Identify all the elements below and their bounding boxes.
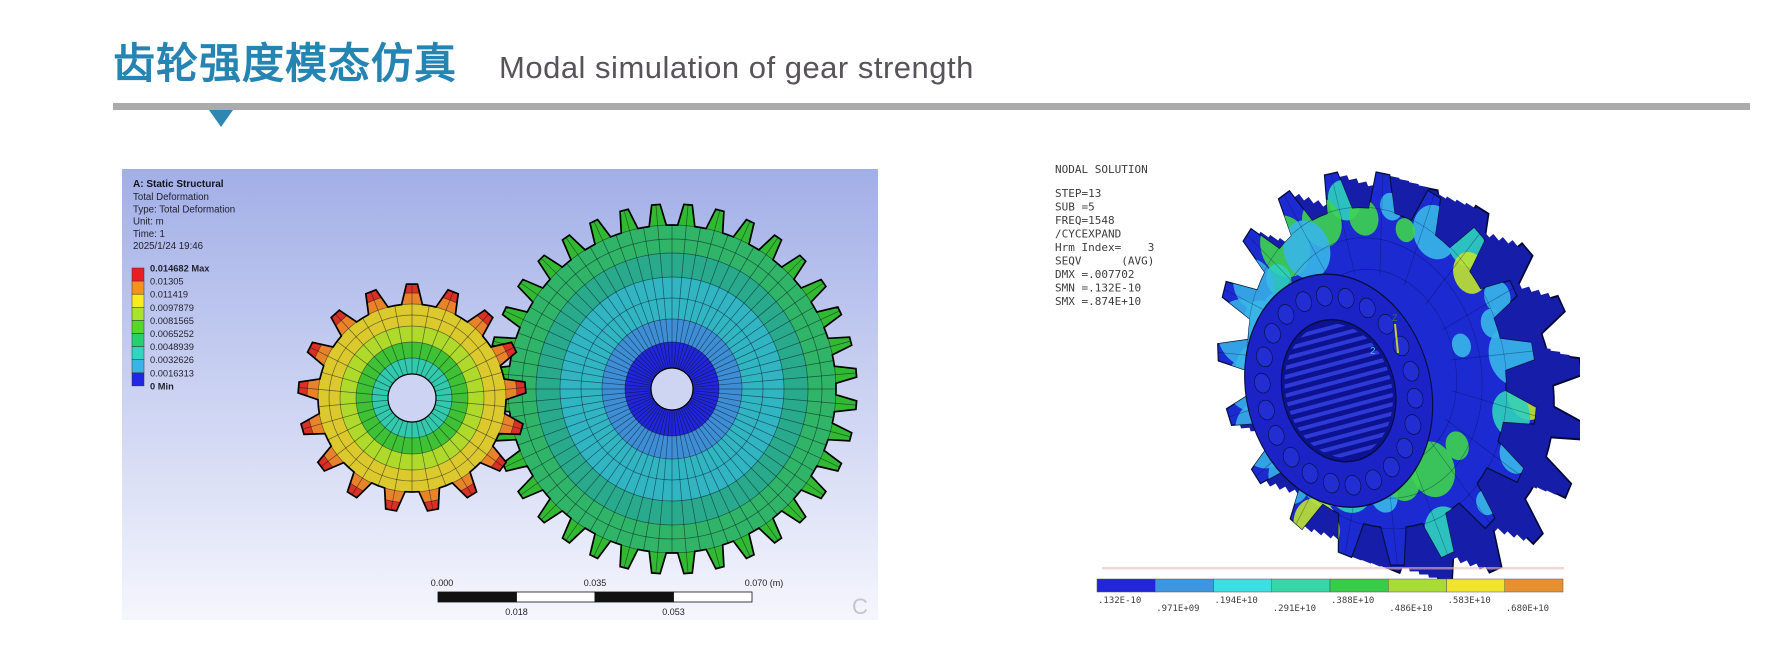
workbench-deformation-canvas: A: Static Structural Total DeformationTyp… xyxy=(122,169,878,620)
legend-swatch xyxy=(131,359,145,374)
legend-swatch xyxy=(131,372,145,387)
solution-info-line: NODAL SOLUTION xyxy=(1055,163,1148,176)
legend-label: 0.0065252 xyxy=(150,329,194,339)
result-info-line: Time: 1 xyxy=(133,229,165,240)
watermark-letter: C xyxy=(852,594,868,619)
large-gear xyxy=(486,203,858,575)
legend-swatch xyxy=(131,346,145,360)
colorbar-segment xyxy=(1213,578,1272,593)
colorbar-segment xyxy=(1155,578,1214,593)
legend-label: 0.0032626 xyxy=(150,355,194,365)
stress-colorbar: .132E-10 .971E+09 .194E+10 .291E+10 .388E+10… xyxy=(1096,578,1564,614)
colorbar-label: .291E+10 xyxy=(1273,604,1316,614)
solution-info-line: /CYCEXPAND xyxy=(1055,228,1121,241)
colorbar-label: .583E+10 xyxy=(1448,596,1491,606)
solution-info-line: SUB =5 xyxy=(1055,201,1095,214)
title-marker-icon xyxy=(209,110,233,127)
title-underline-accent xyxy=(113,103,322,110)
ruler-segment xyxy=(516,591,596,603)
legend-swatch xyxy=(131,267,145,282)
colorbar-label: .388E+10 xyxy=(1331,596,1374,606)
solution-info-line: SMX =.874E+10 xyxy=(1055,295,1141,308)
result-title: A: Static Structural xyxy=(133,179,224,190)
colorbar-label: .486E+10 xyxy=(1389,604,1432,614)
legend-label: 0 Min xyxy=(150,381,174,391)
result-info-line: 2025/1/24 19:46 xyxy=(133,241,203,252)
ruler-label-top: 0.035 xyxy=(584,578,607,588)
colorbar-segment xyxy=(1096,578,1156,593)
colorbar-segment xyxy=(1329,578,1389,593)
solution-info-line: STEP=13 xyxy=(1055,187,1101,200)
legend-label: 0.0016313 xyxy=(150,368,194,378)
result-info-text: A: Static Structural Total DeformationTyp… xyxy=(133,179,235,252)
axis-annotation: Z2 xyxy=(1370,313,1399,357)
deformation-legend: 0.014682 Max 0.01305 0.011419 0.0097879 0.00… xyxy=(131,264,210,391)
legend-label: 0.0081565 xyxy=(150,316,194,326)
colorbar-label: .132E-10 xyxy=(1098,596,1141,606)
ruler-segment xyxy=(437,591,517,603)
solution-info-line: DMX =.007702 xyxy=(1055,268,1134,281)
title-underline xyxy=(113,103,1750,127)
legend-label: 0.014682 Max xyxy=(150,264,210,274)
solution-info-line: SEQV (AVG) xyxy=(1055,255,1154,268)
result-info-line: Type: Total Deformation xyxy=(133,204,235,215)
legend-swatch xyxy=(131,307,145,321)
legend-label: 0.0097879 xyxy=(150,303,194,313)
legend-swatch xyxy=(131,280,145,295)
colorbar-segment xyxy=(1504,578,1564,593)
ruler-label-bottom: 0.053 xyxy=(662,607,685,617)
result-info-line: Unit: m xyxy=(133,217,164,228)
colorbar-segment xyxy=(1446,578,1505,593)
ruler-segment xyxy=(673,591,753,603)
axis-z-label: Z xyxy=(1392,313,1398,323)
solution-info-line: FREQ=1548 xyxy=(1055,214,1115,227)
page-title-zh: 齿轮强度模态仿真 xyxy=(113,40,458,87)
result-info-line: Total Deformation xyxy=(133,192,209,203)
ruler-label-top: 0.070 (m) xyxy=(745,578,784,588)
small-gear xyxy=(297,283,527,512)
legend-swatch xyxy=(131,333,145,347)
page-title: 齿轮强度模态仿真 Modal simulation of gear streng… xyxy=(113,30,974,91)
legend-swatch xyxy=(131,293,145,308)
gear-hub xyxy=(1244,273,1434,508)
legend-swatch xyxy=(131,320,145,334)
legend-label: 0.011419 xyxy=(150,290,188,300)
page-title-en: Modal simulation of gear strength xyxy=(499,50,974,85)
solution-info-line: Hrm Index= 3 xyxy=(1055,241,1154,254)
scale-ruler: 0.000 0.035 0.070 (m) 0.018 0.053 xyxy=(431,578,784,617)
axis-2-label: 2 xyxy=(1370,346,1376,357)
ruler-segment xyxy=(594,591,674,603)
legend-label: 0.0048939 xyxy=(150,342,194,352)
ruler-label-bottom: 0.018 xyxy=(505,607,528,617)
ruler-label-top: 0.000 xyxy=(431,578,454,588)
colorbar-label: .971E+09 xyxy=(1156,604,1199,614)
solution-info-line: SMN =.132E-10 xyxy=(1055,282,1141,295)
colorbar-label: .194E+10 xyxy=(1215,596,1258,606)
legend-label: 0.01305 xyxy=(150,277,184,287)
gear-3d-model xyxy=(1216,171,1580,582)
colorbar-segment xyxy=(1271,578,1331,593)
scan-artifact-line xyxy=(1102,567,1564,570)
workbench-deformation-figure: A: Static Structural Total Deformation Typ… xyxy=(122,169,878,620)
nodal-solution-figure: NODAL SOLUTION STEP=13 SUB =5 FREQ=1548/CYC… xyxy=(1040,140,1580,630)
colorbar-segment xyxy=(1388,578,1447,593)
colorbar-label: .680E+10 xyxy=(1506,604,1549,614)
